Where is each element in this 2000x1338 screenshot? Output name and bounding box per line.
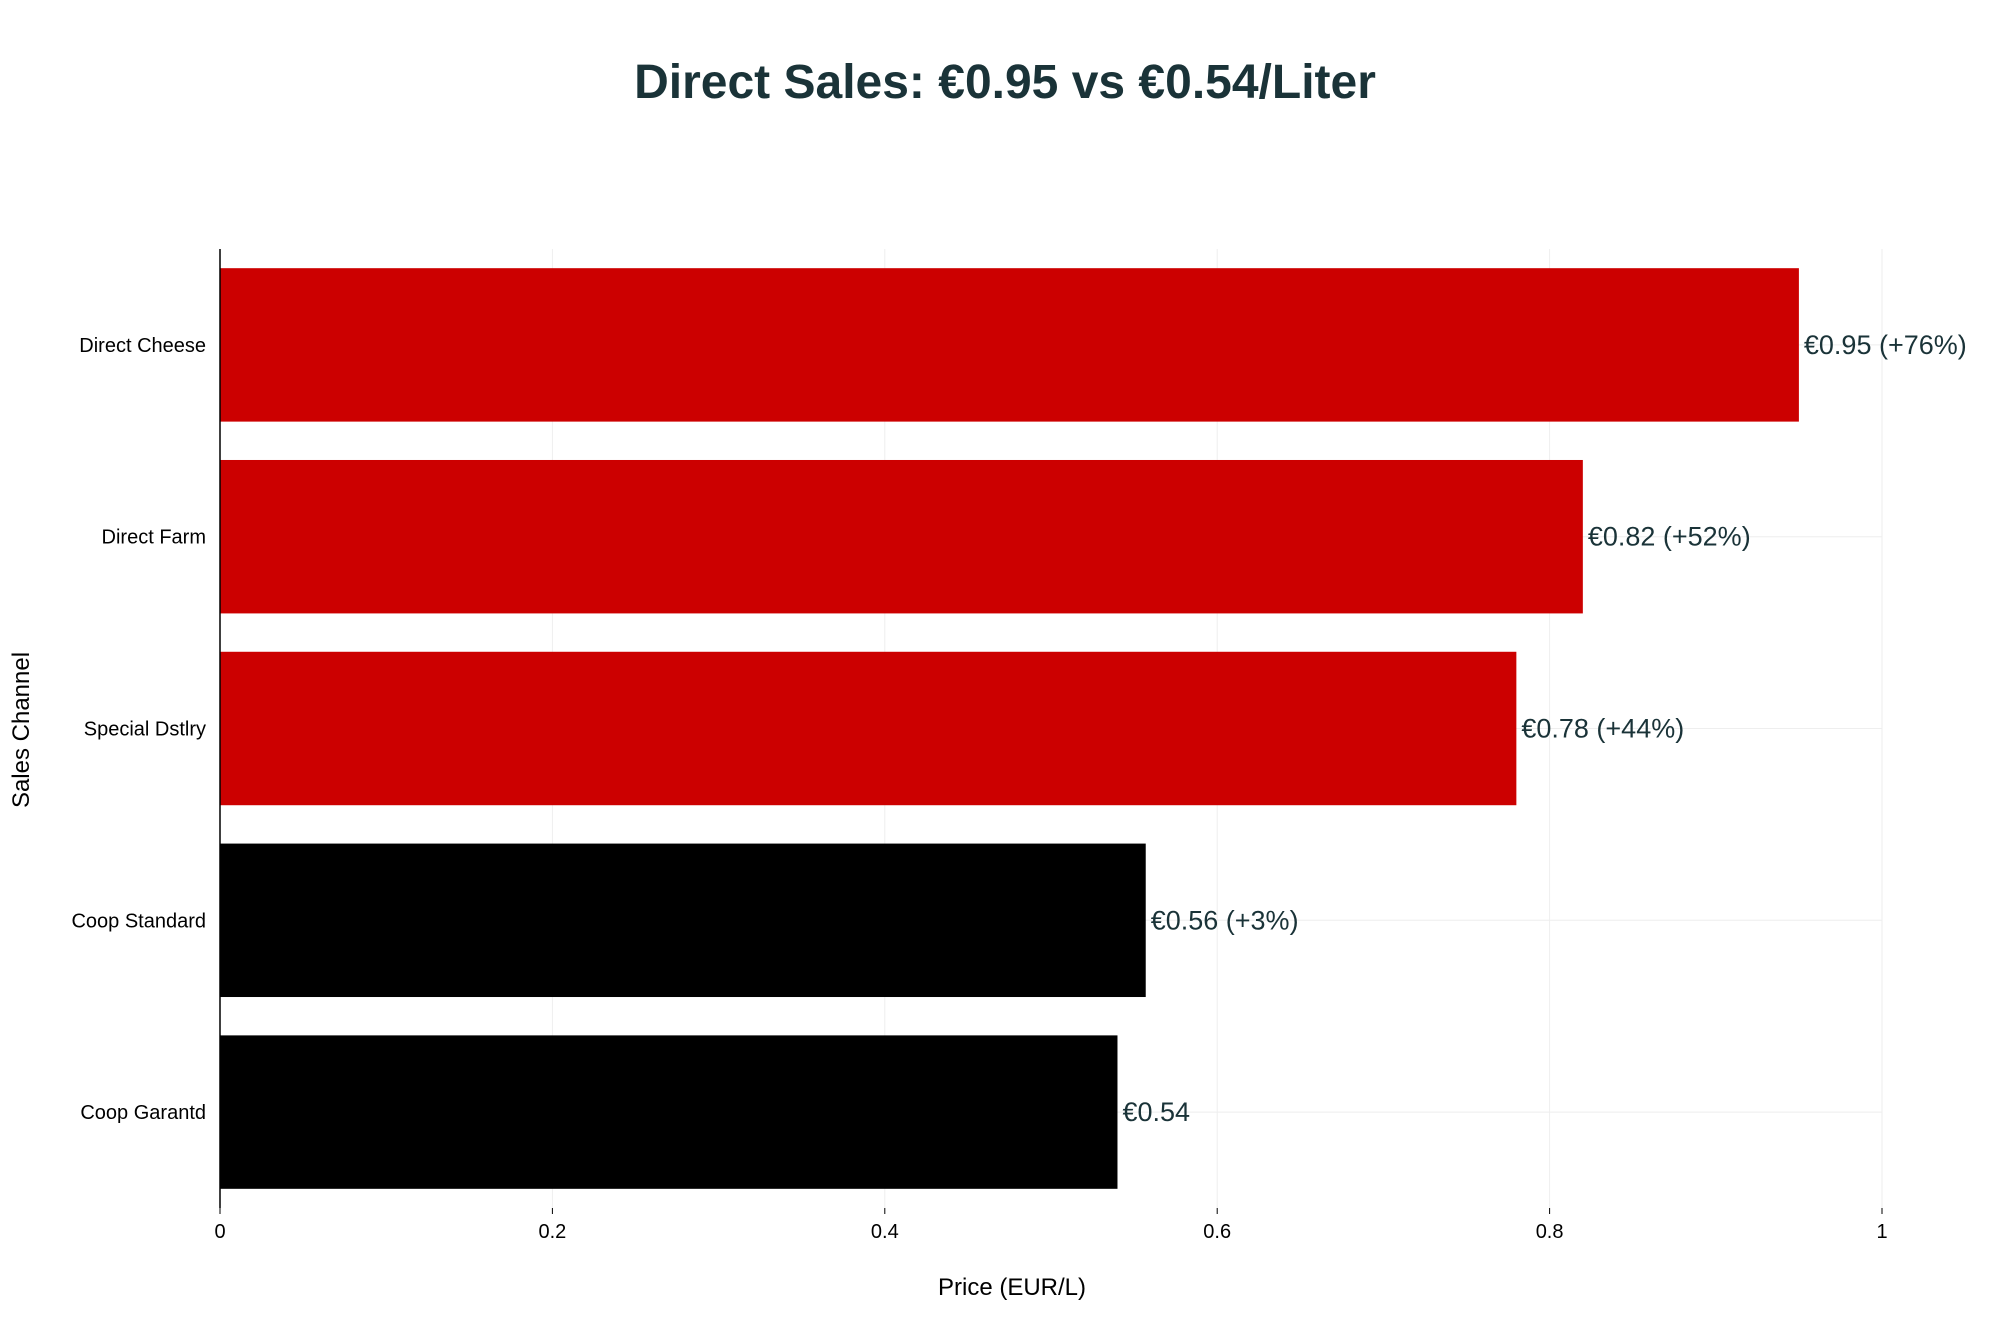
bar [220, 268, 1799, 422]
bar [220, 843, 1146, 998]
bar-data-label: €0.56 (+3%) [1151, 905, 1299, 935]
bar [220, 459, 1583, 614]
bar-data-label: €0.95 (+76%) [1804, 330, 1967, 360]
x-tick-label: 0.8 [1536, 1221, 1564, 1243]
x-tick-label: 0.2 [538, 1221, 566, 1243]
bar-data-label: €0.54 [1122, 1097, 1190, 1127]
bar [220, 651, 1517, 806]
bar-data-label: €0.82 (+52%) [1588, 522, 1751, 552]
y-tick-label: Coop Garantd [80, 1102, 206, 1124]
y-axis-title: Sales Channel [8, 652, 35, 808]
bar-data-label: €0.78 (+44%) [1521, 714, 1684, 744]
x-axis-title: Price (EUR/L) [938, 1274, 1086, 1301]
bars [220, 268, 1799, 1189]
data-labels: €0.95 (+76%) €0.82 (+52%) €0.78 (+44%) €0.5… [1122, 330, 1966, 1127]
bar [220, 1035, 1118, 1189]
x-tick-label: 1 [1876, 1221, 1887, 1243]
x-tick-label: 0.4 [871, 1221, 899, 1243]
y-tick-label: Special Dstlry [84, 719, 206, 741]
axes: Direct Cheese Direct Farm Special Dstlry Co… [71, 249, 1888, 1243]
y-tick-label: Direct Cheese [79, 335, 206, 357]
y-tick-label: Direct Farm [102, 527, 206, 549]
x-tick-label: 0.6 [1203, 1221, 1231, 1243]
chart-title: Direct Sales: €0.95 vs €0.54/Liter [634, 56, 1376, 109]
y-tick-label: Coop Standard [71, 910, 206, 932]
x-tick-label: 0 [214, 1221, 225, 1243]
